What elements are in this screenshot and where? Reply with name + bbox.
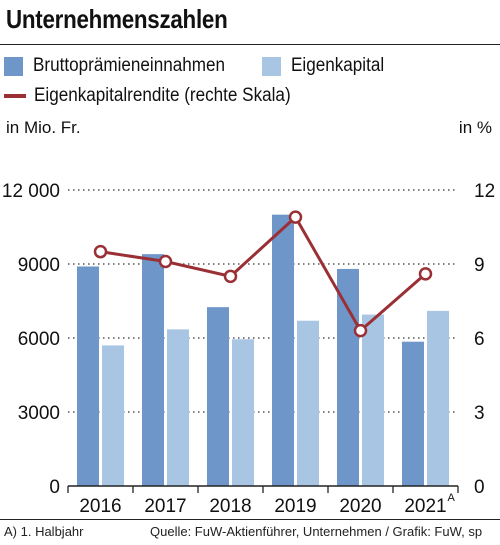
footer-source: Quelle: FuW-Aktienführer, Unternehmen / … (150, 524, 483, 539)
legend-swatch-bar2 (262, 56, 281, 76)
x-tick-label: 2018 (209, 496, 251, 517)
x-tick-label: 2019 (274, 496, 316, 517)
legend-swatch-line (4, 94, 26, 98)
y-right-tick-label: 9 (474, 255, 485, 276)
x-tick-label: 2016 (79, 496, 121, 517)
bar-bruttopraemien (142, 254, 164, 486)
bar-eigenkapital (232, 339, 254, 486)
line-eigenkapitalrendite (100, 214, 427, 333)
line-point (418, 267, 433, 281)
footer-rule (0, 519, 500, 520)
footer-note: A) 1. Halbjahr (4, 524, 84, 539)
x-tick-label: 2020 (339, 496, 381, 517)
legend-label-bar2: Eigenkapital (291, 55, 385, 76)
right-axis-unit: in % (458, 118, 492, 137)
bar-bruttopraemien (337, 268, 359, 486)
legend-label-bar1: Bruttoprämieneinnahmen (33, 55, 226, 76)
bar-eigenkapital (362, 314, 384, 486)
legend-item-bar1: Bruttoprämieneinnahmen (4, 55, 246, 77)
legend-swatch-bar1 (4, 56, 23, 76)
bar-eigenkapital (427, 310, 449, 486)
y-right-tick-label: 12 (474, 181, 495, 202)
y-right-tick-label: 6 (474, 329, 485, 350)
bar-eigenkapital (102, 345, 124, 486)
y-right-tick-label: 0 (474, 477, 485, 498)
bar-bruttopraemien (77, 266, 99, 486)
bar-eigenkapital (167, 329, 189, 486)
bar-bruttopraemien (402, 341, 424, 486)
chart-plot: 0 3000 6000 9000 12 000 0 3 6 9 12 2016 2017 2018 201… (2, 181, 495, 517)
line-point (158, 254, 173, 269)
line-point (223, 269, 238, 284)
y-left-tick-label: 0 (49, 477, 60, 498)
legend-item-bar2: Eigenkapital (262, 55, 395, 77)
x-tick-label: 2021 (404, 496, 446, 517)
title-rule (0, 44, 500, 45)
line-point (288, 210, 303, 224)
x-tick-label: 2017 (144, 496, 186, 517)
bar-eigenkapital (297, 320, 319, 486)
x-tick-superscript: A (448, 492, 456, 504)
y-left-tick-label: 6000 (18, 329, 60, 350)
y-left-tick-label: 3000 (18, 403, 60, 424)
bar-bruttopraemien (207, 307, 229, 486)
y-left-tick-label: 9000 (18, 255, 60, 276)
chart-title: Unternehmenszahlen (6, 4, 228, 34)
legend-item-line: Eigenkapitalrendite (rechte Skala) (4, 85, 319, 107)
y-right-tick-label: 3 (474, 403, 485, 424)
line-point (93, 244, 108, 259)
left-axis-unit: in Mio. Fr. (6, 118, 81, 137)
line-point (353, 323, 368, 338)
y-left-tick-label: 12 000 (2, 181, 60, 202)
legend-label-line: Eigenkapitalrendite (rechte Skala) (34, 85, 291, 106)
bar-bruttopraemien (272, 214, 294, 486)
